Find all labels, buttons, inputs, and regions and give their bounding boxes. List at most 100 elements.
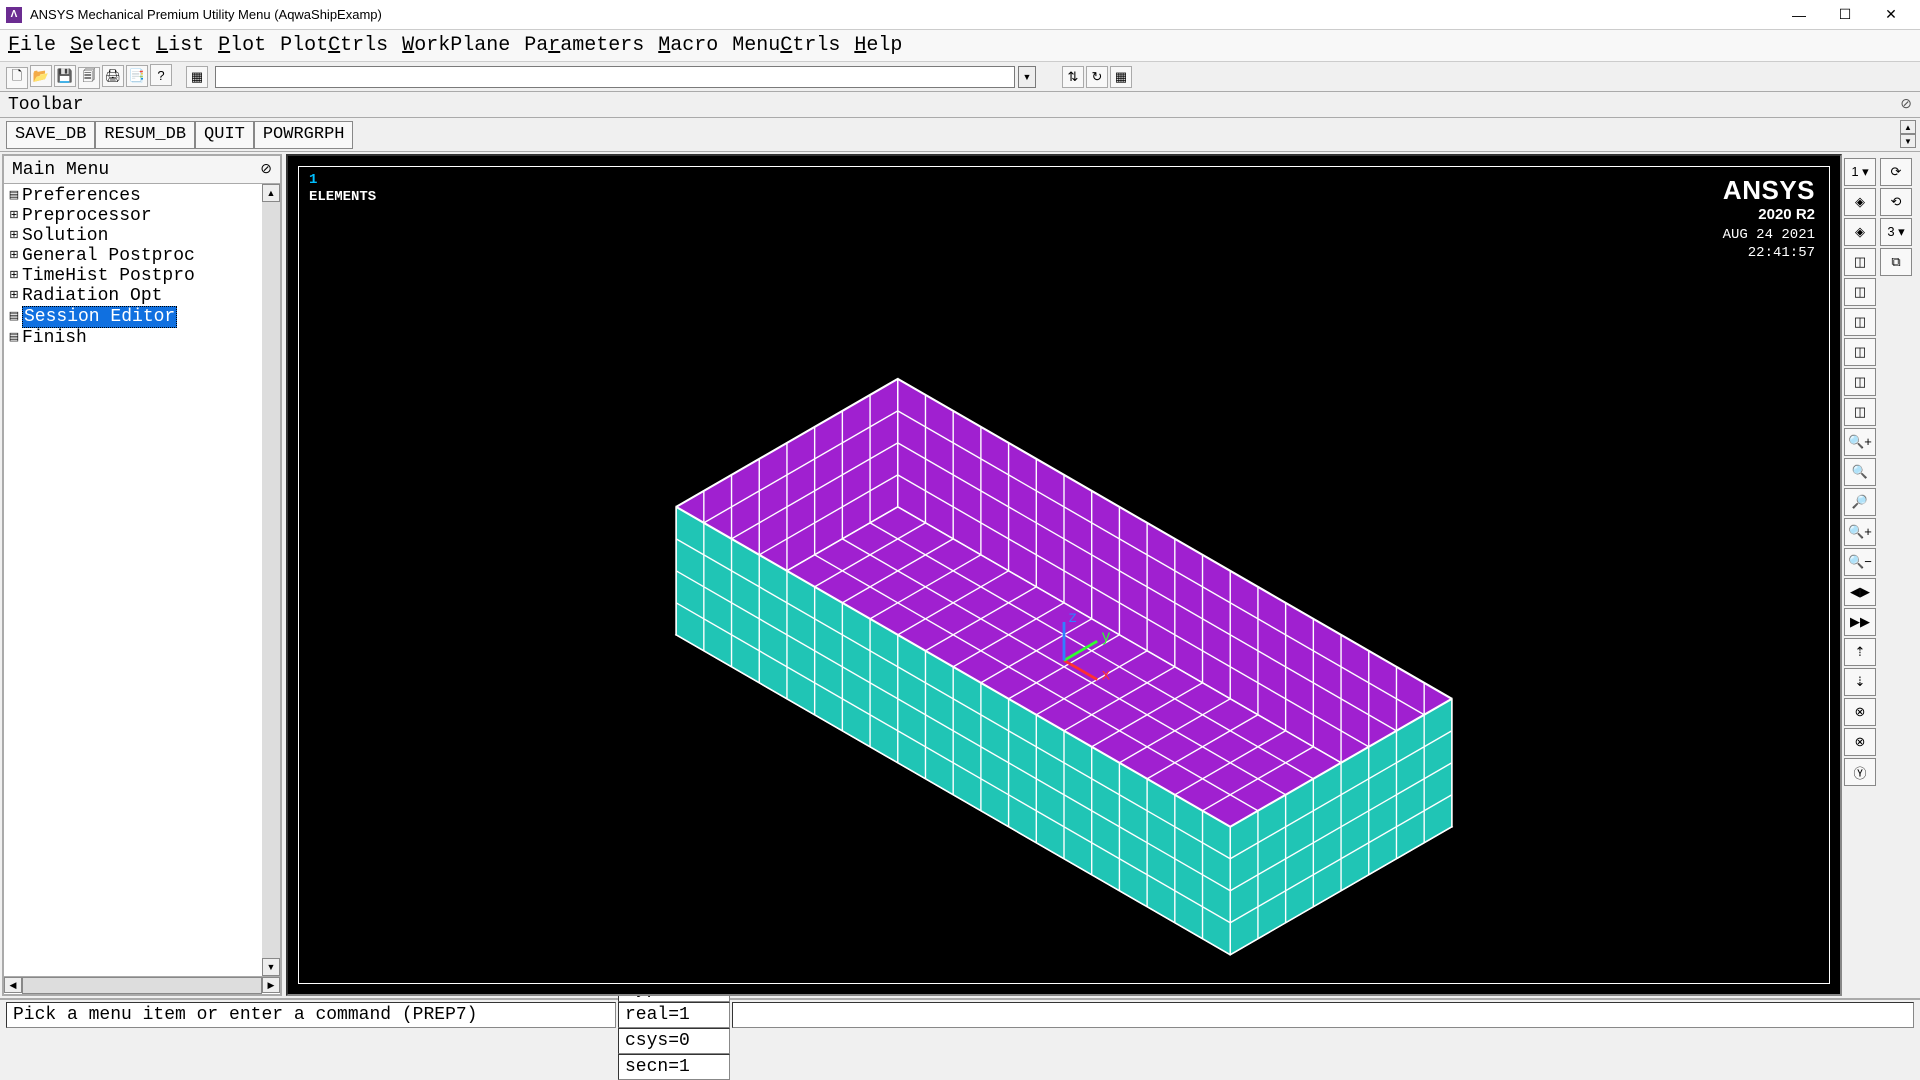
tree-label: Solution [22,226,108,246]
main-menu-hscroll[interactable]: ◀▶ [4,976,280,994]
view-btn-c1-16[interactable]: ⇡ [1844,638,1876,666]
maximize-button[interactable]: ☐ [1822,1,1868,29]
view-btn-c1-11[interactable]: 🔎 [1844,488,1876,516]
toolbar-icon-right-0[interactable]: ⇅ [1062,66,1084,88]
tree-item-solution[interactable]: ⊞Solution [4,226,280,246]
tree-item-preprocessor[interactable]: ⊞Preprocessor [4,206,280,226]
toolbar-buttons-row: SAVE_DBRESUM_DBQUITPOWRGRPH ▲▼ [0,118,1920,152]
tree-icon: ▤ [8,307,20,327]
tree-icon: ▤ [8,328,20,348]
status-prompt: Pick a menu item or enter a command (PRE… [6,1002,616,1028]
tree-item-finish[interactable]: ▤Finish [4,328,280,348]
main-menu-body: ▤Preferences⊞Preprocessor⊞Solution⊞Gener… [4,184,280,976]
app-icon: Λ [6,7,22,23]
view-btn-c1-15[interactable]: ▶▶ [1844,608,1876,636]
grid-button[interactable]: ▦ [186,66,208,88]
view-btn-c1-19[interactable]: ⊗ [1844,728,1876,756]
toolbar-header: Toolbar ⊘ [0,92,1920,118]
svg-text:z: z [1068,609,1077,627]
menu-help[interactable]: Help [854,34,902,57]
view-btn-c1-12[interactable]: 🔍+ [1844,518,1876,546]
svg-text:x: x [1101,667,1110,685]
tree-label: TimeHist Postpro [22,266,195,286]
main-menu-title: Main Menu [12,160,109,180]
toolbar-resum_db[interactable]: RESUM_DB [95,121,195,149]
menu-list[interactable]: List [156,34,204,57]
close-button[interactable]: ✕ [1868,1,1914,29]
view-btn-c1-7[interactable]: ◫ [1844,368,1876,396]
toolbar-collapse-icon[interactable]: ⊘ [1900,96,1912,113]
menu-workplane[interactable]: WorkPlane [402,34,510,57]
menu-select[interactable]: Select [70,34,142,57]
view-btn-c2-0[interactable]: ⟳ [1880,158,1912,186]
tree-item-radiation-opt[interactable]: ⊞Radiation Opt [4,286,280,306]
status-bar: Pick a menu item or enter a command (PRE… [0,998,1920,1030]
toolbar-icon-6[interactable]: ? [150,64,172,86]
toolbar-icon-4[interactable]: 🖨 [102,65,124,87]
title-bar: Λ ANSYS Mechanical Premium Utility Menu … [0,0,1920,30]
main-menu-collapse-icon[interactable]: ⊘ [260,161,272,178]
view-btn-c1-8[interactable]: ◫ [1844,398,1876,426]
tree-item-timehist-postpro[interactable]: ⊞TimeHist Postpro [4,266,280,286]
menu-file[interactable]: File [8,34,56,57]
toolbar-icon-2[interactable]: 💾 [54,65,76,87]
view-btn-c1-20[interactable]: Ⓨ [1844,758,1876,786]
view-btn-c1-10[interactable]: 🔍 [1844,458,1876,486]
menu-parameters[interactable]: Parameters [524,34,644,57]
toolbar-powrgrph[interactable]: POWRGRPH [254,121,354,149]
view-btn-c1-5[interactable]: ◫ [1844,308,1876,336]
view-btn-c2-1[interactable]: ⟲ [1880,188,1912,216]
menu-plotctrls[interactable]: PlotCtrls [280,34,388,57]
graphics-viewport[interactable]: 1 ELEMENTS ANSYS 2020 R2 AUG 24 2021 22:… [286,154,1842,996]
tree-item-session-editor[interactable]: ▤Session Editor [4,306,280,328]
view-btn-c1-0[interactable]: 1 ▾ [1844,158,1876,186]
svg-text:y: y [1101,628,1110,646]
tree-item-preferences[interactable]: ▤Preferences [4,186,280,206]
menu-bar: File Select List Plot PlotCtrls WorkPlane Para… [0,30,1920,62]
status-cell-4: secn=1 [618,1054,730,1080]
toolbar-icon-1[interactable]: 📂 [30,65,52,87]
toolbar-icon-right-2[interactable]: ▦ [1110,66,1132,88]
toolbar-scroller[interactable]: ▲▼ [1900,120,1916,148]
view-btn-c1-13[interactable]: 🔍− [1844,548,1876,576]
view-btn-c1-2[interactable]: ◈ [1844,218,1876,246]
tree-icon: ⊞ [8,206,20,226]
view-btn-c1-4[interactable]: ◫ [1844,278,1876,306]
tree-item-general-postproc[interactable]: ⊞General Postproc [4,246,280,266]
tree-label: Preferences [22,186,141,206]
minimize-button[interactable]: — [1776,1,1822,29]
window-controls: — ☐ ✕ [1776,1,1914,29]
view-btn-c1-9[interactable]: 🔍+ [1844,428,1876,456]
view-btn-c2-2[interactable]: 3 ▾ [1880,218,1912,246]
main-menu-header: Main Menu ⊘ [4,156,280,184]
tree-label: General Postproc [22,246,195,266]
view-btn-c1-17[interactable]: ⇣ [1844,668,1876,696]
view-btn-c1-14[interactable]: ◀▶ [1844,578,1876,606]
main-menu-vscroll[interactable]: ▲▼ [262,184,280,976]
right-toolbar: 1 ▾◈◈◫◫◫◫◫◫🔍+🔍🔎🔍+🔍−◀▶▶▶⇡⇣⊗⊗Ⓨ ⟳⟲3 ▾⧉ [1842,154,1918,996]
view-btn-c1-3[interactable]: ◫ [1844,248,1876,276]
menu-menuctrls[interactable]: MenuCtrls [732,34,840,57]
command-input[interactable] [215,66,1015,88]
command-input-dropdown[interactable]: ▼ [1018,66,1036,88]
tree-icon: ▤ [8,186,20,206]
view-btn-c1-1[interactable]: ◈ [1844,188,1876,216]
tree-label: Radiation Opt [22,286,162,306]
toolbar-save_db[interactable]: SAVE_DB [6,121,95,149]
icon-toolbar: 🗋📂💾🗐🖨📑? ▦ ▼ ⇅↻▦ [0,62,1920,92]
menu-macro[interactable]: Macro [658,34,718,57]
status-cell-2: real=1 [618,1002,730,1028]
status-rest [732,1002,1914,1028]
tree-icon: ⊞ [8,286,20,306]
toolbar-icon-right-1[interactable]: ↻ [1086,66,1108,88]
viewport-wrap: 1 ELEMENTS ANSYS 2020 R2 AUG 24 2021 22:… [286,154,1918,996]
menu-plot[interactable]: Plot [218,34,266,57]
view-btn-c1-6[interactable]: ◫ [1844,338,1876,366]
view-btn-c1-18[interactable]: ⊗ [1844,698,1876,726]
view-btn-c2-3[interactable]: ⧉ [1880,248,1912,276]
toolbar-icon-5[interactable]: 📑 [126,65,148,87]
window-title: ANSYS Mechanical Premium Utility Menu (A… [30,7,382,22]
toolbar-icon-0[interactable]: 🗋 [6,67,28,89]
toolbar-icon-3[interactable]: 🗐 [78,67,100,89]
toolbar-quit[interactable]: QUIT [195,121,254,149]
